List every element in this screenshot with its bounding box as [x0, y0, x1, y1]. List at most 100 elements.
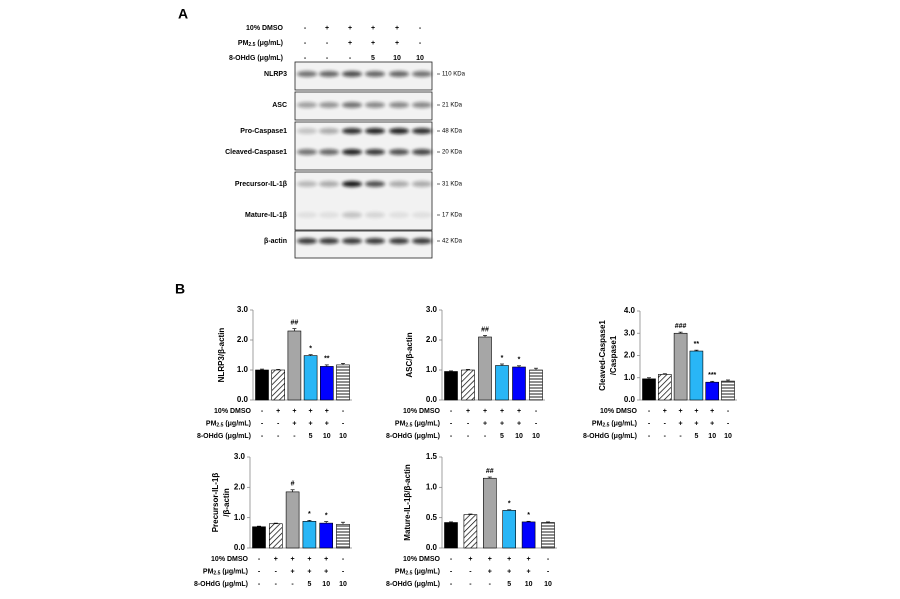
- condition-mark: +: [500, 408, 504, 415]
- blot-band: [319, 181, 339, 187]
- y-tick-label: 4.0: [624, 306, 636, 315]
- label-part: PM: [203, 568, 214, 575]
- condition-mark: -: [258, 556, 261, 563]
- condition-label: PM2.5 (μg/mL): [203, 568, 248, 576]
- blot-band: [297, 212, 317, 218]
- band-label: ASC: [272, 102, 287, 109]
- condition-mark: 10: [416, 55, 424, 62]
- blot-band: [342, 181, 362, 187]
- blot-band: [297, 181, 317, 187]
- significance-label: #: [291, 481, 295, 488]
- y-tick-label: 2.0: [234, 482, 246, 491]
- condition-mark: 10: [393, 55, 401, 62]
- band-label: Precursor-IL-1β: [235, 181, 288, 188]
- y-tick-label: 1.0: [426, 365, 438, 374]
- kda-label: 110 KDa: [442, 72, 466, 78]
- condition-mark: +: [395, 25, 399, 32]
- condition-label: PM2.5 (μg/mL): [592, 420, 637, 428]
- label-part: 8-OHdG (μg/mL): [583, 433, 637, 440]
- band-label: Mature-IL-1β: [245, 212, 288, 219]
- y-tick-label: 1.0: [237, 365, 249, 374]
- y-tick-label: 1.0: [624, 373, 636, 382]
- blot-band: [342, 238, 362, 244]
- bar: [521, 521, 536, 549]
- condition-mark: -: [484, 433, 487, 440]
- condition-mark: +: [309, 420, 313, 427]
- blot-band: [319, 149, 339, 155]
- label-part: 2.5: [405, 571, 412, 577]
- blot-band: [412, 71, 432, 77]
- significance-label: **: [324, 356, 330, 363]
- y-tick-label: 0.0: [237, 395, 249, 404]
- bar: [705, 381, 720, 401]
- blot-band: [365, 238, 385, 244]
- condition-mark: -: [450, 408, 453, 415]
- condition-mark: +: [500, 420, 504, 427]
- condition-mark: -: [261, 433, 264, 440]
- label-part: 8-OHdG (μg/mL): [229, 55, 283, 62]
- condition-mark: -: [535, 420, 538, 427]
- blot-band: [389, 181, 409, 187]
- label-part: (μg/mL): [255, 40, 283, 47]
- bar: [336, 524, 350, 549]
- bar: [271, 369, 286, 401]
- condition-mark: +: [710, 420, 714, 427]
- label-part: PM: [238, 40, 249, 47]
- blot-box: [294, 61, 433, 91]
- condition-mark: -: [326, 40, 329, 47]
- blot-band: [319, 212, 339, 218]
- significance-label: *: [325, 512, 328, 519]
- panel-label: A: [178, 6, 188, 22]
- bar: [642, 378, 656, 401]
- bar: [285, 491, 300, 549]
- bar: [673, 332, 688, 401]
- blot-band: [412, 212, 432, 218]
- condition-mark: +: [276, 408, 280, 415]
- bar: [444, 522, 458, 549]
- blot-band: [342, 102, 362, 108]
- bar: [721, 380, 735, 401]
- label-part: PM: [592, 420, 603, 427]
- condition-mark: +: [488, 556, 492, 563]
- blot-band: [319, 128, 339, 134]
- label-part: 8-OHdG (μg/mL): [194, 581, 248, 588]
- condition-mark: -: [261, 420, 264, 427]
- condition-mark: -: [342, 556, 345, 563]
- condition-mark: -: [547, 568, 550, 575]
- condition-label: 10% DMSO: [600, 408, 638, 415]
- condition-mark: -: [261, 408, 264, 415]
- condition-mark: +: [527, 568, 531, 575]
- bar: [463, 514, 478, 549]
- bar: [303, 355, 318, 401]
- label-part: (μg/mL): [412, 420, 440, 427]
- condition-mark: -: [275, 581, 278, 588]
- condition-mark: +: [325, 420, 329, 427]
- blot-band: [342, 128, 362, 134]
- condition-label: 10% DMSO: [246, 25, 284, 32]
- condition-mark: +: [325, 408, 329, 415]
- condition-mark: +: [663, 408, 667, 415]
- bar: [319, 522, 334, 549]
- condition-mark: -: [467, 420, 470, 427]
- condition-mark: -: [679, 433, 682, 440]
- band-label: β-actin: [264, 238, 287, 245]
- y-tick-label: 3.0: [237, 305, 249, 314]
- condition-mark: +: [371, 25, 375, 32]
- condition-mark: -: [342, 568, 345, 575]
- condition-mark: +: [694, 408, 698, 415]
- y-tick-label: 0.0: [624, 395, 636, 404]
- condition-mark: +: [466, 408, 470, 415]
- blot-band: [412, 181, 432, 187]
- band-label: Cleaved-Caspase1: [225, 149, 287, 156]
- condition-mark: -: [450, 420, 453, 427]
- condition-mark: -: [419, 40, 422, 47]
- condition-mark: -: [419, 25, 422, 32]
- condition-label: 10% DMSO: [211, 556, 249, 563]
- blot-band: [319, 71, 339, 77]
- bar: [495, 365, 509, 401]
- condition-mark: -: [342, 408, 345, 415]
- condition-mark: +: [527, 556, 531, 563]
- label-part: 10% DMSO: [600, 408, 638, 415]
- condition-label: 10% DMSO: [403, 556, 441, 563]
